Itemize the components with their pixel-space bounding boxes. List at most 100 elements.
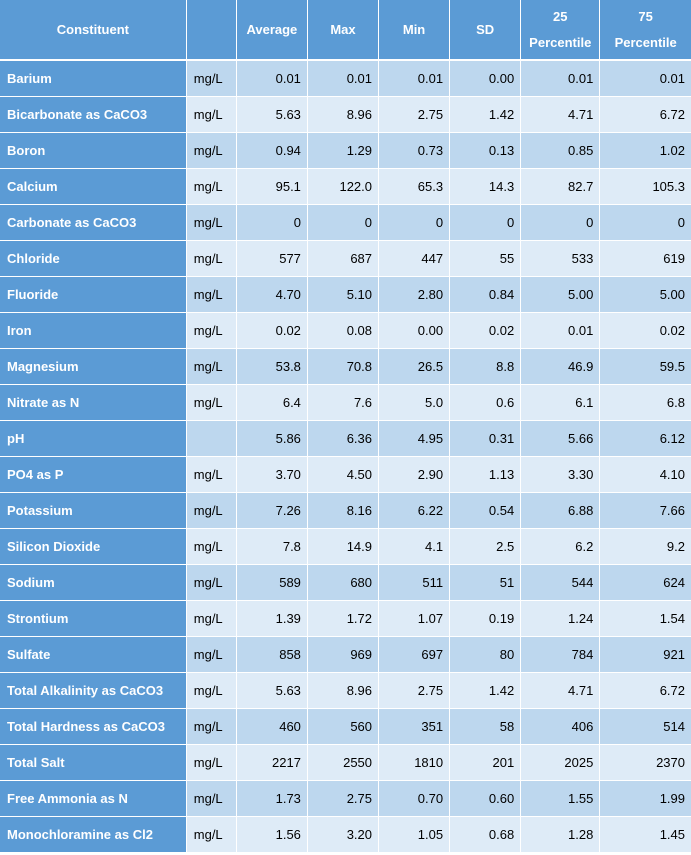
p25-cell: 0.01 <box>520 312 601 349</box>
average-cell: 577 <box>236 240 308 277</box>
table-row: Total Salt mg/L 2217 2550 1810 201 2025 2370 <box>0 744 691 781</box>
min-cell: 1.05 <box>378 816 451 853</box>
sd-cell: 0.54 <box>449 492 522 529</box>
header-min: Min <box>378 0 451 61</box>
min-cell: 5.0 <box>378 384 451 421</box>
max-cell: 680 <box>307 564 380 601</box>
max-cell: 2.75 <box>307 780 380 817</box>
p25-cell: 544 <box>520 564 601 601</box>
unit-cell: mg/L <box>186 456 237 493</box>
constituent-cell: pH <box>0 420 187 457</box>
p25-cell: 406 <box>520 708 601 745</box>
min-cell: 0.73 <box>378 132 451 169</box>
average-cell: 1.39 <box>236 600 308 637</box>
p75-cell: 0.01 <box>599 60 691 97</box>
p75-cell: 6.8 <box>599 384 691 421</box>
unit-cell: mg/L <box>186 528 237 565</box>
constituent-cell: Barium <box>0 60 187 97</box>
min-cell: 0.70 <box>378 780 451 817</box>
p75-cell: 105.3 <box>599 168 691 205</box>
min-cell: 0.00 <box>378 312 451 349</box>
max-cell: 560 <box>307 708 380 745</box>
header-row: Constituent Average Max Min SD 25 Percen… <box>0 0 691 61</box>
p25-cell: 4.71 <box>520 96 601 133</box>
p25-cell: 0.01 <box>520 60 601 97</box>
sd-cell: 1.42 <box>449 672 522 709</box>
unit-cell: mg/L <box>186 132 237 169</box>
max-cell: 687 <box>307 240 380 277</box>
average-cell: 7.26 <box>236 492 308 529</box>
table-row: Sodium mg/L 589 680 511 51 544 624 <box>0 564 691 601</box>
unit-cell: mg/L <box>186 204 237 241</box>
max-cell: 8.96 <box>307 96 380 133</box>
p75-cell: 6.72 <box>599 672 691 709</box>
min-cell: 65.3 <box>378 168 451 205</box>
min-cell: 6.22 <box>378 492 451 529</box>
table-row: Total Hardness as CaCO3 mg/L 460 560 351 58 40… <box>0 708 691 745</box>
max-cell: 4.50 <box>307 456 380 493</box>
sd-cell: 58 <box>449 708 522 745</box>
sd-cell: 0.60 <box>449 780 522 817</box>
p25-cell: 5.66 <box>520 420 601 457</box>
max-cell: 0 <box>307 204 380 241</box>
max-cell: 70.8 <box>307 348 380 385</box>
constituent-cell: Chloride <box>0 240 187 277</box>
average-cell: 0.02 <box>236 312 308 349</box>
p25-cell: 1.55 <box>520 780 601 817</box>
max-cell: 6.36 <box>307 420 380 457</box>
p25-cell: 4.71 <box>520 672 601 709</box>
constituent-cell: Total Salt <box>0 744 187 781</box>
p25-cell: 5.00 <box>520 276 601 313</box>
max-cell: 1.29 <box>307 132 380 169</box>
sd-cell: 51 <box>449 564 522 601</box>
table-row: Carbonate as CaCO3 mg/L 0 0 0 0 0 0 <box>0 204 691 241</box>
max-cell: 7.6 <box>307 384 380 421</box>
header-25-percentile-line-2: Percentile <box>529 34 592 50</box>
max-cell: 0.01 <box>307 60 380 97</box>
unit-cell: mg/L <box>186 816 237 853</box>
table-row: Magnesium mg/L 53.8 70.8 26.5 8.8 46.9 59.5 <box>0 348 691 385</box>
p75-cell: 921 <box>599 636 691 673</box>
constituent-cell: Total Hardness as CaCO3 <box>0 708 187 745</box>
p25-cell: 0.85 <box>520 132 601 169</box>
p75-cell: 0 <box>599 204 691 241</box>
average-cell: 1.73 <box>236 780 308 817</box>
max-cell: 122.0 <box>307 168 380 205</box>
unit-cell: mg/L <box>186 708 237 745</box>
max-cell: 3.20 <box>307 816 380 853</box>
table-row: Fluoride mg/L 4.70 5.10 2.80 0.84 5.00 5.00 <box>0 276 691 313</box>
unit-cell: mg/L <box>186 276 237 313</box>
sd-cell: 2.5 <box>449 528 522 565</box>
min-cell: 697 <box>378 636 451 673</box>
unit-cell <box>186 420 237 457</box>
header-sd: SD <box>449 0 522 61</box>
constituent-cell: Nitrate as N <box>0 384 187 421</box>
sd-cell: 201 <box>449 744 522 781</box>
p25-cell: 2025 <box>520 744 601 781</box>
table-body: Barium mg/L 0.01 0.01 0.01 0.00 0.01 0.01 Bicarb… <box>0 60 691 853</box>
p75-cell: 4.10 <box>599 456 691 493</box>
unit-cell: mg/L <box>186 780 237 817</box>
max-cell: 5.10 <box>307 276 380 313</box>
min-cell: 511 <box>378 564 451 601</box>
sd-cell: 0.13 <box>449 132 522 169</box>
min-cell: 2.90 <box>378 456 451 493</box>
p25-cell: 1.24 <box>520 600 601 637</box>
constituent-cell: Sulfate <box>0 636 187 673</box>
unit-cell: mg/L <box>186 384 237 421</box>
p75-cell: 6.72 <box>599 96 691 133</box>
header-75-percentile: 75 Percentile <box>599 0 691 61</box>
table-row: Boron mg/L 0.94 1.29 0.73 0.13 0.85 1.02 <box>0 132 691 169</box>
table-row: Potassium mg/L 7.26 8.16 6.22 0.54 6.88 7.66 <box>0 492 691 529</box>
p75-cell: 0.02 <box>599 312 691 349</box>
unit-cell: mg/L <box>186 492 237 529</box>
constituent-cell: Silicon Dioxide <box>0 528 187 565</box>
header-max: Max <box>307 0 380 61</box>
average-cell: 6.4 <box>236 384 308 421</box>
p25-cell: 46.9 <box>520 348 601 385</box>
sd-cell: 0.84 <box>449 276 522 313</box>
